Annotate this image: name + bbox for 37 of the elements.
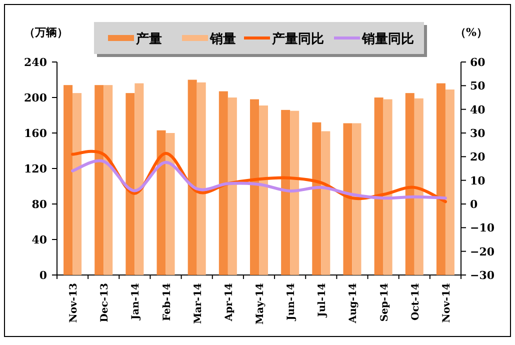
y-axis-title: （万辆） <box>24 26 68 39</box>
x-tick-label: Nov-13 <box>68 282 80 323</box>
y-tick-label: 120 <box>24 162 48 176</box>
y2-tick-label: −10 <box>470 222 495 235</box>
y2-tick-label: 40 <box>470 103 486 116</box>
y2-tick-label: 20 <box>470 150 486 164</box>
line-series <box>71 159 447 200</box>
y2-tick-label: −20 <box>470 245 495 258</box>
x-tick-label: Jan-14 <box>130 282 142 321</box>
x-tick-label: Dec-13 <box>100 282 111 322</box>
x-tick-label: May-14 <box>255 282 266 324</box>
x-tick-label: Jul-14 <box>317 282 328 318</box>
y2-tick-label: 10 <box>470 174 486 188</box>
y2-tick-label: 50 <box>470 80 486 93</box>
legend-label: 销量同比 <box>361 32 414 47</box>
legend-label: 销量 <box>209 32 236 47</box>
y2-axis-title: （%） <box>455 26 488 39</box>
y-tick-label: 0 <box>39 269 48 282</box>
y-tick-label: 40 <box>32 234 48 246</box>
y-tick-label: 80 <box>32 198 48 211</box>
x-tick-label: Oct-14 <box>410 282 422 320</box>
x-tick-label: Jun-14 <box>286 282 298 322</box>
x-tick-label: Nov-14 <box>441 282 452 323</box>
y-tick-label: 240 <box>24 56 48 69</box>
y-tick-label: 160 <box>24 127 48 140</box>
y2-tick-label: 0 <box>470 198 478 211</box>
x-tick-label: Aug-14 <box>348 282 360 324</box>
x-tick-label: Feb-14 <box>162 282 173 321</box>
legend-label: 产量同比 <box>271 31 324 47</box>
y-tick-label: 200 <box>24 92 48 104</box>
legend-label: 产量 <box>135 31 162 47</box>
x-tick-label: Mar-14 <box>192 282 204 324</box>
y2-tick-label: 30 <box>470 127 486 140</box>
y2-tick-label: 60 <box>470 56 486 69</box>
y2-tick-label: −30 <box>470 269 495 282</box>
x-tick-label: Apr-14 <box>224 282 235 322</box>
x-tick-label: Sep-14 <box>379 282 390 322</box>
